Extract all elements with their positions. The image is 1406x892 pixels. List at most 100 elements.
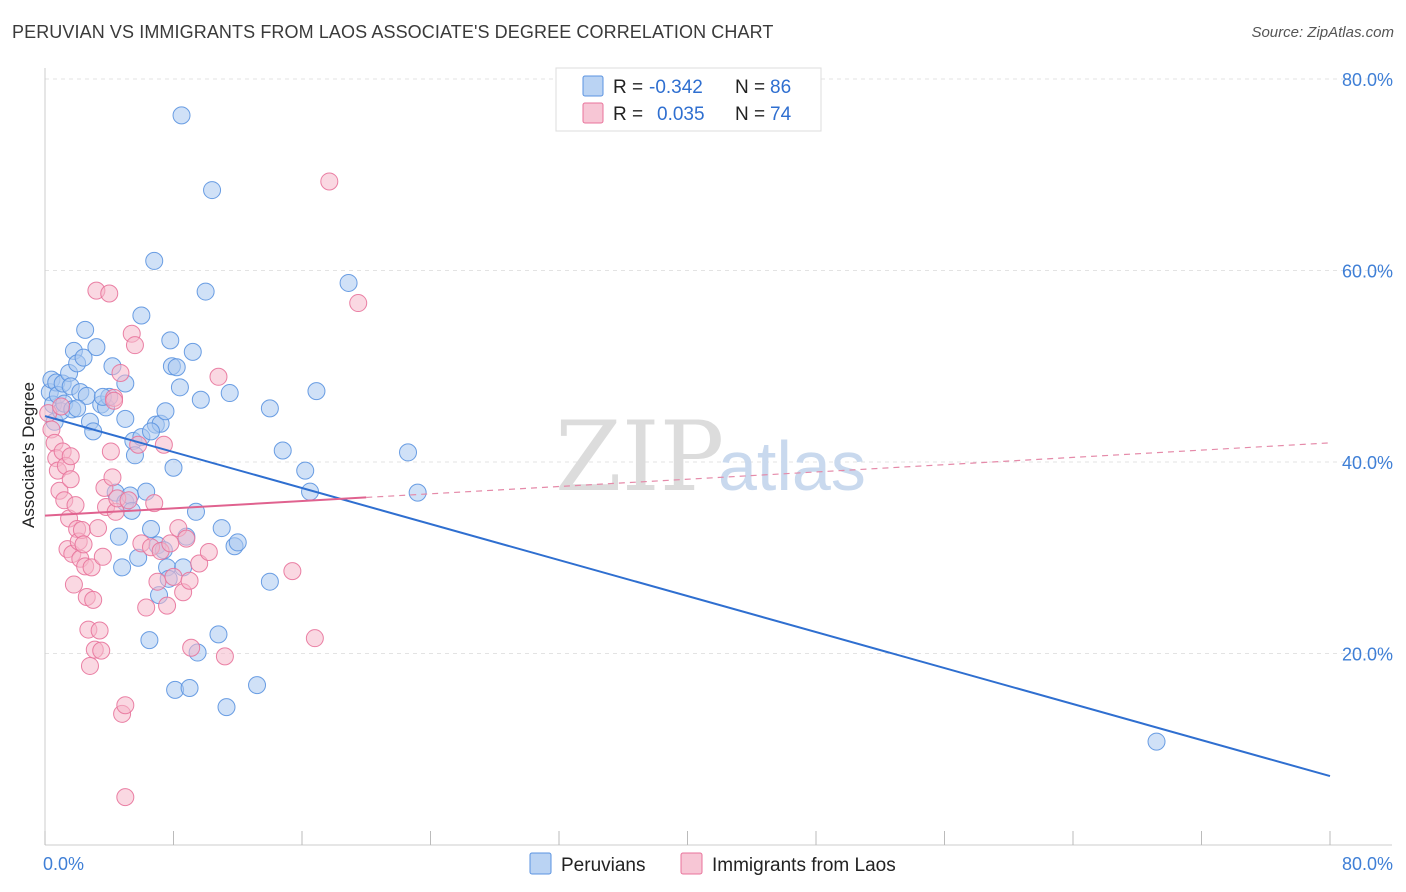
grid-layer <box>45 78 1392 654</box>
point-laos <box>180 571 199 590</box>
trend-line-peruvians <box>44 415 1331 778</box>
point-peruvians <box>209 625 228 644</box>
legend-r-value-peruvians: -0.342 <box>649 77 703 98</box>
trend-line-laos-extended <box>366 442 1331 499</box>
point-laos <box>125 336 144 355</box>
point-peruvians <box>203 181 222 200</box>
point-laos <box>90 621 109 640</box>
watermark: ZIP atlas <box>555 401 866 513</box>
point-peruvians <box>339 273 358 292</box>
point-peruvians <box>260 399 279 418</box>
watermark-zip: ZIP <box>555 401 724 513</box>
correlation-legend: R = -0.342 N = 86 R = 0.035 N = 74 <box>555 67 822 132</box>
point-peruvians <box>132 306 151 325</box>
trend-line-laos <box>44 496 367 517</box>
point-laos <box>283 562 302 581</box>
point-peruvians <box>164 458 183 477</box>
point-peruvians <box>68 399 87 418</box>
point-laos <box>111 363 130 382</box>
point-peruvians <box>156 402 175 421</box>
watermark-atlas: atlas <box>718 427 866 505</box>
point-peruvians <box>142 520 161 539</box>
point-laos <box>89 519 108 538</box>
axes-layer <box>44 68 1392 846</box>
legend-n-label: N = <box>735 77 765 98</box>
point-peruvians <box>161 331 180 350</box>
legend-r-value-laos: 0.035 <box>657 104 705 125</box>
y-tick-label: 20.0% <box>1342 645 1393 665</box>
point-peruvians <box>172 106 191 125</box>
point-peruvians <box>399 443 418 462</box>
y-tick-label: 60.0% <box>1342 262 1393 282</box>
point-laos <box>82 558 101 577</box>
point-laos <box>84 590 103 609</box>
point-laos <box>148 572 167 591</box>
legend-swatch-laos <box>582 102 604 124</box>
legend-swatch-peruvians <box>582 75 604 97</box>
point-laos <box>119 491 138 510</box>
legend-n-label: N = <box>735 104 765 125</box>
point-laos <box>105 391 124 410</box>
point-laos <box>61 470 80 489</box>
point-laos <box>101 442 120 461</box>
point-peruvians <box>296 461 315 480</box>
point-laos <box>116 696 135 715</box>
point-peruvians <box>170 378 189 397</box>
point-peruvians <box>273 441 292 460</box>
point-peruvians <box>87 338 106 357</box>
point-laos <box>209 367 228 386</box>
point-peruvians <box>307 382 326 401</box>
point-laos <box>349 294 368 313</box>
y-tick-label: 80.0% <box>1342 70 1393 90</box>
point-peruvians <box>196 282 215 301</box>
point-peruvians <box>109 527 128 546</box>
point-peruvians <box>408 483 427 502</box>
point-laos <box>215 647 234 666</box>
point-laos <box>177 529 196 548</box>
point-peruvians <box>217 698 236 717</box>
x-tick-label: 0.0% <box>43 854 84 874</box>
y-tick-label: 40.0% <box>1342 453 1393 473</box>
x-tick-label: 80.0% <box>1342 854 1393 874</box>
point-peruvians <box>220 384 239 403</box>
point-laos <box>137 598 156 617</box>
point-peruvians <box>1147 732 1166 751</box>
legend-n-value-laos: 74 <box>770 104 792 125</box>
point-laos <box>74 535 93 554</box>
ticks-layer: 20.0% 40.0% 60.0% 80.0% 0.0% 80.0% <box>43 70 1393 874</box>
legend-r-label: R = <box>613 104 643 125</box>
point-peruvians <box>113 558 132 577</box>
point-laos <box>61 447 80 466</box>
point-peruvians <box>248 676 267 695</box>
point-laos <box>103 468 122 487</box>
point-laos <box>190 554 209 573</box>
point-peruvians <box>180 678 199 697</box>
point-laos <box>100 284 119 303</box>
point-laos <box>305 629 324 648</box>
point-laos <box>320 172 339 191</box>
point-peruvians <box>76 320 95 339</box>
point-laos <box>145 494 164 513</box>
point-peruvians <box>140 631 159 650</box>
series-legend: Peruvians Immigrants from Laos <box>529 852 896 876</box>
point-laos <box>199 543 218 562</box>
point-laos <box>66 496 85 515</box>
source-label: Source: ZipAtlas.com <box>1251 24 1394 41</box>
point-peruvians <box>228 533 247 552</box>
point-peruvians <box>74 348 93 367</box>
point-laos <box>92 641 111 660</box>
point-laos <box>80 656 99 675</box>
trend-layer <box>44 415 1331 778</box>
point-laos <box>64 575 83 594</box>
point-peruvians <box>142 422 161 441</box>
legend-label-laos: Immigrants from Laos <box>712 855 896 876</box>
legend-label-peruvians: Peruvians <box>561 855 646 876</box>
point-peruvians <box>260 572 279 591</box>
point-peruvians <box>116 409 135 428</box>
point-laos <box>182 638 201 657</box>
point-peruvians <box>212 519 231 538</box>
legend-r-label: R = <box>613 77 643 98</box>
point-laos <box>116 788 135 807</box>
point-laos <box>158 596 177 615</box>
